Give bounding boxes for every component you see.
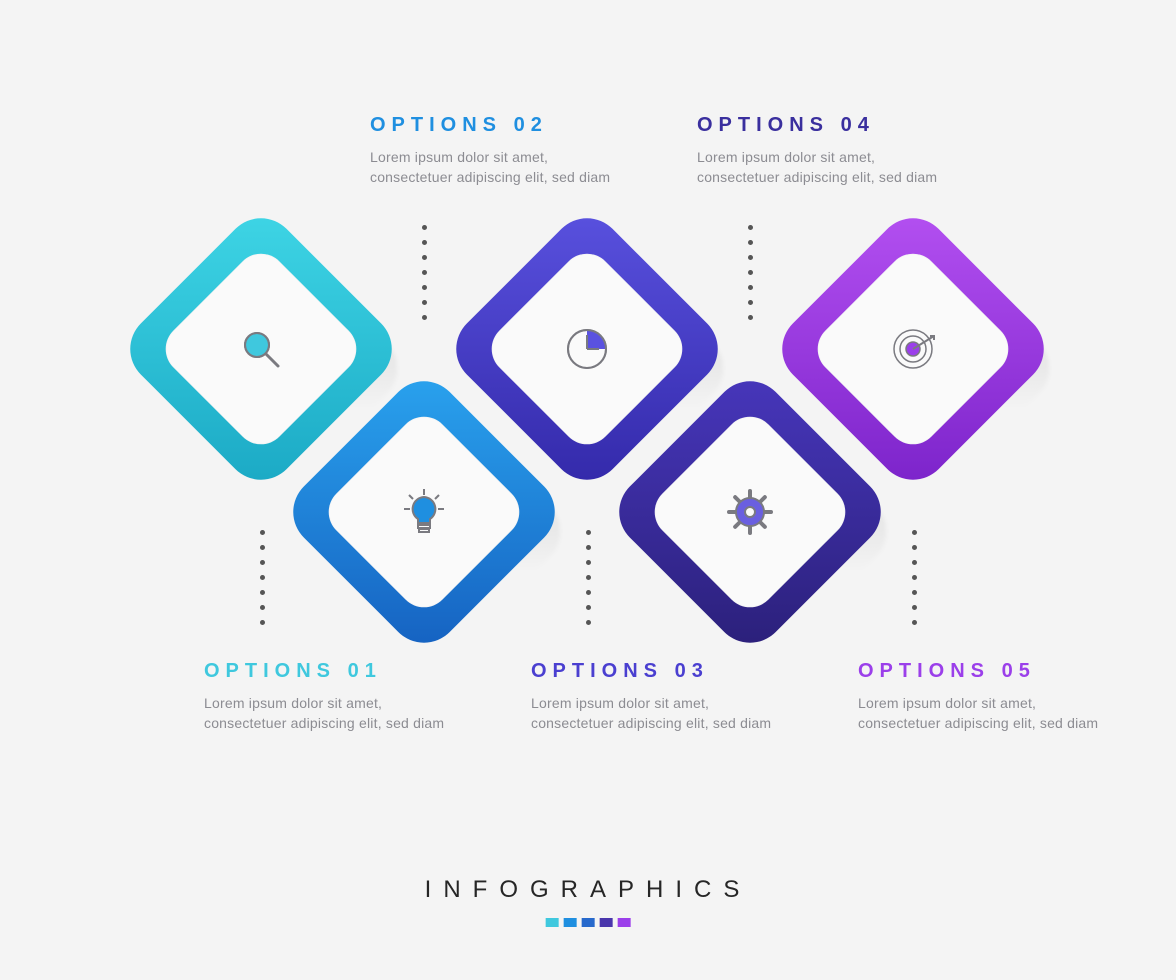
connector-dots-3 (581, 530, 595, 625)
swatch (564, 918, 577, 927)
option-desc-3: Lorem ipsum dolor sit amet, consectetuer… (531, 693, 791, 734)
footer: INFOGRAPHICS (425, 876, 752, 927)
swatch (582, 918, 595, 927)
footer-swatches (425, 918, 752, 927)
option-desc-5: Lorem ipsum dolor sit amet, consectetuer… (858, 693, 1118, 734)
option-desc-4: Lorem ipsum dolor sit amet, consectetuer… (697, 147, 947, 188)
option-block-4: OPTIONS 04 Lorem ipsum dolor sit amet, co… (697, 114, 947, 188)
connector-dots-4 (743, 225, 757, 320)
option-node-5 (810, 246, 1016, 452)
option-block-5: OPTIONS 05 Lorem ipsum dolor sit amet, co… (858, 660, 1118, 734)
connector-dots-2 (417, 225, 431, 320)
swatch (600, 918, 613, 927)
option-title-5: OPTIONS 05 (858, 660, 1118, 683)
option-title-1: OPTIONS 01 (204, 660, 464, 683)
magnifier-icon (238, 326, 284, 372)
connector-dots-5 (907, 530, 921, 625)
target-icon (890, 326, 936, 372)
swatch (546, 918, 559, 927)
option-title-2: OPTIONS 02 (370, 114, 620, 137)
infographic-stage: OPTIONS 01 Lorem ipsum dolor sit amet, co… (0, 0, 1176, 980)
swatch (618, 918, 631, 927)
bulb-icon (401, 489, 447, 535)
option-desc-1: Lorem ipsum dolor sit amet, consectetuer… (204, 693, 464, 734)
option-block-2: OPTIONS 02 Lorem ipsum dolor sit amet, co… (370, 114, 620, 188)
option-title-4: OPTIONS 04 (697, 114, 947, 137)
footer-title: INFOGRAPHICS (425, 876, 752, 904)
option-block-3: OPTIONS 03 Lorem ipsum dolor sit amet, co… (531, 660, 791, 734)
option-title-3: OPTIONS 03 (531, 660, 791, 683)
connector-dots-1 (255, 530, 269, 625)
option-block-1: OPTIONS 01 Lorem ipsum dolor sit amet, co… (204, 660, 464, 734)
clock-icon (564, 326, 610, 372)
option-desc-2: Lorem ipsum dolor sit amet, consectetuer… (370, 147, 620, 188)
gear-icon (727, 489, 773, 535)
